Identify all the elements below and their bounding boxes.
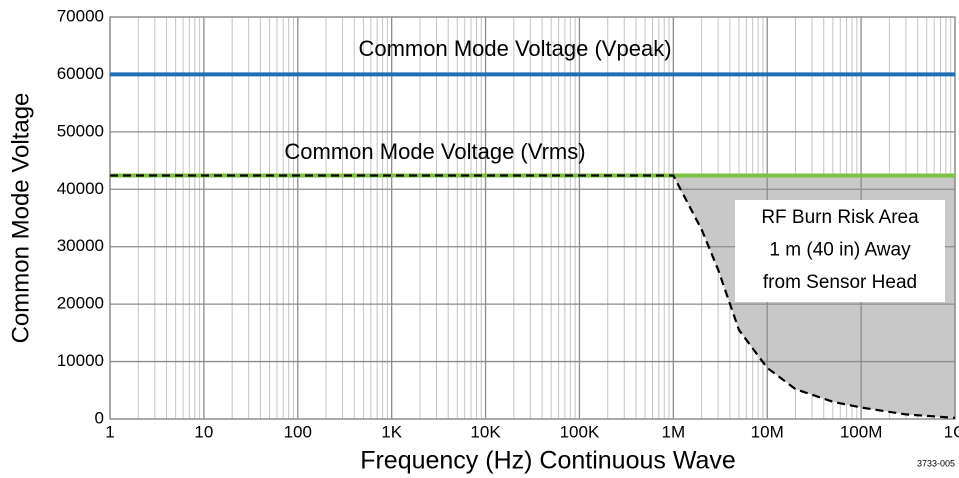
y-tick-label: 0 [95, 408, 104, 427]
line-label: Common Mode Voltage (Vrms) [284, 139, 585, 164]
x-tick-label: 100M [840, 422, 883, 441]
x-tick-label: 1M [662, 422, 686, 441]
x-tick-label: 10 [194, 422, 213, 441]
figure-id: 3733-005 [917, 458, 955, 468]
y-tick-label: 40000 [57, 179, 104, 198]
x-tick-label: 1 [105, 422, 114, 441]
x-axis-label: Frequency (Hz) Continuous Wave [360, 447, 736, 475]
burn-curve [110, 174, 956, 419]
annotation-box [735, 200, 945, 302]
y-tick-label: 50000 [57, 121, 104, 140]
y-axis-label: Common Mode Voltage [7, 93, 34, 344]
y-tick-label: 30000 [57, 236, 104, 255]
x-tick-label: 100K [560, 422, 600, 441]
plot-frame [109, 16, 956, 420]
line-label: Common Mode Voltage (Vpeak) [358, 36, 671, 61]
y-tick-label: 10000 [57, 351, 104, 370]
x-tick-label: 10M [751, 422, 784, 441]
x-tick-label: 10K [470, 422, 501, 441]
x-tick-label: 100 [284, 422, 312, 441]
annotation-text: 1 m (40 in) Away [769, 240, 911, 261]
annotation-text: RF Burn Risk Area [761, 207, 919, 228]
y-tick-label: 20000 [57, 294, 104, 313]
y-tick-label: 60000 [57, 64, 104, 83]
x-tick-label: 1K [381, 422, 402, 441]
x-tick-label: 1G [944, 422, 959, 441]
annotation-text: from Sensor Head [763, 272, 917, 293]
y-tick-label: 70000 [57, 6, 104, 25]
